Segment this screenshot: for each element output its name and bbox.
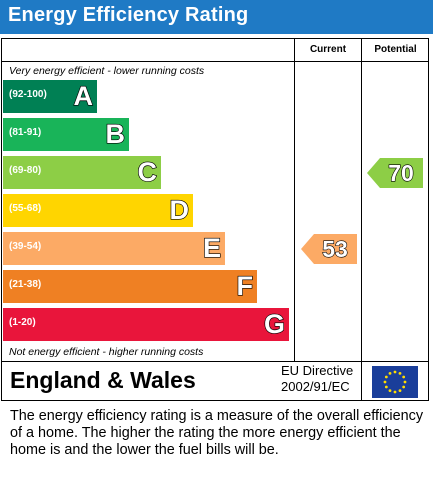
band-e: (39-54) E [3, 232, 225, 265]
band-letter: E [202, 232, 221, 263]
potential-rating-value: 70 [388, 159, 415, 186]
eu-star [398, 371, 402, 375]
band-f: (21-38) F [3, 270, 257, 303]
band-range-label: (92-100) [9, 89, 47, 100]
band-range-label: (1-20) [9, 317, 36, 328]
eu-star [393, 390, 397, 394]
eu-flag-icon [372, 366, 418, 398]
eu-star [402, 385, 406, 389]
eu-star [398, 389, 402, 393]
potential-column-header: Potential [374, 44, 417, 55]
eu-star [388, 389, 392, 393]
band-letter: A [73, 80, 94, 111]
potential-column-divider [361, 38, 362, 401]
header-divider [1, 61, 429, 62]
eu-star [393, 370, 397, 374]
eu-star [388, 371, 392, 375]
band-letter: C [137, 156, 158, 187]
page-title: Energy Efficiency Rating [8, 4, 249, 26]
footer-divider [1, 361, 429, 362]
potential-arrow-shape [367, 158, 423, 188]
rating-table [1, 38, 429, 401]
bottom-note: Not energy efficient - higher running co… [9, 346, 204, 358]
potential-rating-arrow: 70 [367, 158, 423, 188]
band-letter: G [263, 308, 285, 339]
eu-star [403, 380, 407, 384]
eu-star [402, 375, 406, 379]
current-column-divider [294, 38, 295, 361]
current-rating-arrow: 53 [301, 234, 357, 264]
band-range-label: (81-91) [9, 127, 42, 138]
band-c: (69-80) C [3, 156, 161, 189]
description-text: The energy efficiency rating is a measur… [10, 408, 424, 458]
current-column-header: Current [309, 44, 347, 55]
header-bar: Energy Efficiency Rating [0, 0, 433, 34]
band-b: (81-91) B [3, 118, 129, 151]
band-range-label: (55-68) [9, 203, 42, 214]
band-letter: B [105, 118, 126, 149]
band-a: (92-100) A [3, 80, 97, 113]
directive-line-2: 2002/91/EC [281, 379, 350, 394]
band-letter: F [236, 270, 254, 301]
band-d: (55-68) D [3, 194, 193, 227]
eu-star [384, 385, 388, 389]
band-g: (1-20) G [3, 308, 289, 341]
band-letter: D [169, 194, 190, 225]
directive-line-1: EU Directive [281, 363, 354, 378]
current-rating-value: 53 [322, 235, 349, 262]
band-range-label: (39-54) [9, 241, 42, 252]
eu-directive: EU Directive 2002/91/EC [281, 363, 353, 395]
top-note: Very energy efficient - lower running co… [9, 65, 205, 77]
band-range-label: (69-80) [9, 165, 42, 176]
country-label: England & Wales [10, 367, 196, 393]
eu-stars [383, 370, 407, 394]
eu-star [383, 380, 387, 384]
current-arrow-shape [301, 234, 357, 264]
eu-star [384, 375, 388, 379]
band-range-label: (21-38) [9, 279, 42, 290]
